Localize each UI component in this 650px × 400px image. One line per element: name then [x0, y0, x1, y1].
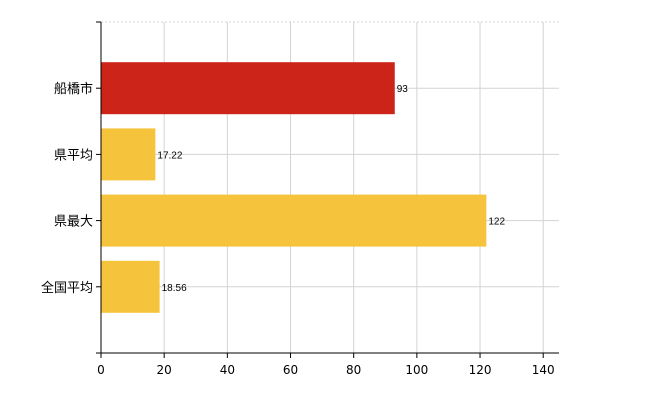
- data-label: 17.22: [157, 150, 182, 161]
- x-tick-label: 0: [97, 363, 105, 377]
- axes: [96, 21, 559, 358]
- category-label: 県平均: [54, 148, 93, 163]
- bar: [101, 62, 395, 115]
- x-tick-label: 100: [405, 363, 428, 377]
- data-label: 122: [488, 217, 505, 228]
- data-label: 93: [397, 84, 409, 95]
- x-tick-label: 40: [220, 363, 235, 377]
- x-tick-label: 120: [469, 363, 492, 377]
- x-tick-label: 140: [532, 363, 555, 377]
- category-label: 県最大: [54, 215, 93, 230]
- labels: 93 船橋市 17.22 県平均 122 県最大 18.56 全国平均 0 20 40 60 80 100…: [41, 81, 555, 377]
- bar: [101, 194, 487, 247]
- category-label: 全国平均: [41, 280, 93, 296]
- x-tick-label: 60: [283, 363, 298, 377]
- x-tick-label: 20: [157, 363, 172, 377]
- data-label: 18.56: [162, 283, 187, 294]
- bar: [101, 260, 160, 313]
- category-label: 船橋市: [54, 81, 93, 97]
- bar: [101, 128, 156, 181]
- bars: [101, 62, 487, 313]
- x-tick-label: 80: [346, 363, 361, 377]
